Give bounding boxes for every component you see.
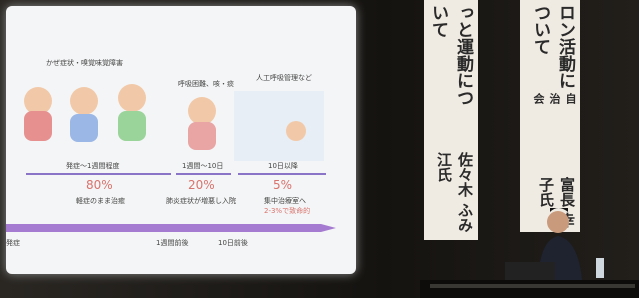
banner-org: 自治会 [522,93,578,114]
speaker-table [420,200,639,298]
photo: かぜ症状・嗅覚味覚障害 呼吸困難、咳・痰 人工呼吸管理など 発症〜1週間程度 8… [0,0,639,298]
projector-screen: かぜ症状・嗅覚味覚障害 呼吸困難、咳・痰 人工呼吸管理など 発症〜1週間程度 8… [6,6,356,274]
stage-percent: 5% [273,178,292,192]
stage-percent: 20% [188,178,215,192]
stage-note: 集中治療室へ [264,196,306,206]
timeline-label: 10日前後 [218,238,248,248]
stage-sub: 2-3%で致命的 [264,206,310,216]
stage-period: 10日以降 [268,161,298,171]
stage-period: 1週間〜10日 [182,161,223,171]
stage-period: 発症〜1週間程度 [66,161,119,171]
slide-illustrations [6,6,356,274]
timeline-label: 1週間前後 [156,238,188,248]
timeline-label: 発症 [6,238,20,248]
people-icons [24,84,324,161]
symptom-label: かぜ症状・嗅覚味覚障害 [46,58,123,68]
stage-note: 軽症のまま治癒 [76,196,125,206]
banner: ロン活動について 自治会 富長 幸子氏 [520,0,580,232]
main-arrow [6,224,336,232]
stage-percent: 80% [86,178,113,192]
banner-theme: ロン活動について [522,4,578,91]
symptom-label: 人工呼吸管理など [256,73,312,83]
symptom-label: 呼吸困難、咳・痰 [178,79,234,89]
banner-theme: っと運動について [426,4,476,108]
stage-note: 肺炎症状が増悪し入院 [166,196,236,206]
